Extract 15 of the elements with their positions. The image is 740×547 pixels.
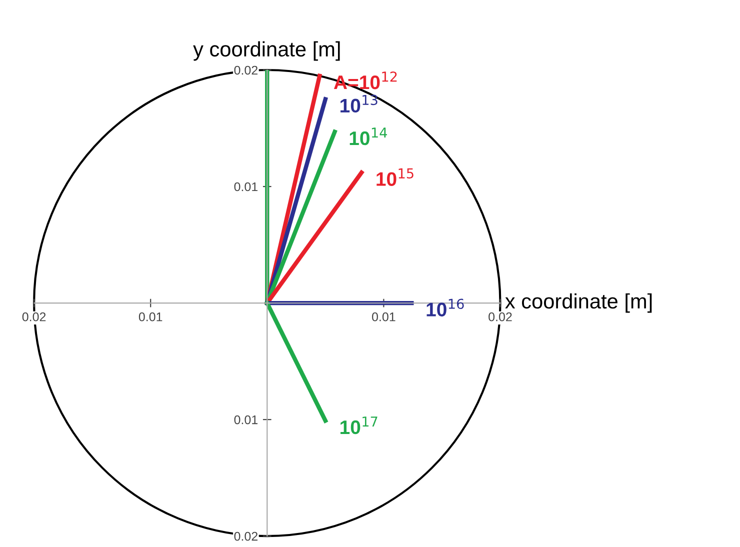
x-tick-label: 0.02: [488, 312, 512, 322]
y-tick-label: 0.01: [234, 415, 258, 424]
series-label: 10$^{14}$: [350, 128, 387, 146]
y-tick-label: 0.02: [234, 532, 258, 541]
y-tick-label: 0.01: [234, 182, 258, 192]
y-axis-title: y coordinate [m]: [193, 41, 340, 61]
x-tick-label: 0.01: [138, 312, 162, 322]
series-label: 10$^{15}$: [376, 168, 414, 186]
x-tick-label: 0.02: [22, 312, 46, 322]
series-label: 10$^{13}$: [340, 94, 378, 113]
series-label: 10$^{17}$: [340, 416, 378, 434]
y-tick-label: 0.02: [234, 66, 258, 75]
series-label: 10$^{16}$: [426, 298, 464, 316]
x-tick-label: 0.01: [372, 312, 396, 322]
x-axis-title: x coordinate [m]: [505, 293, 652, 313]
